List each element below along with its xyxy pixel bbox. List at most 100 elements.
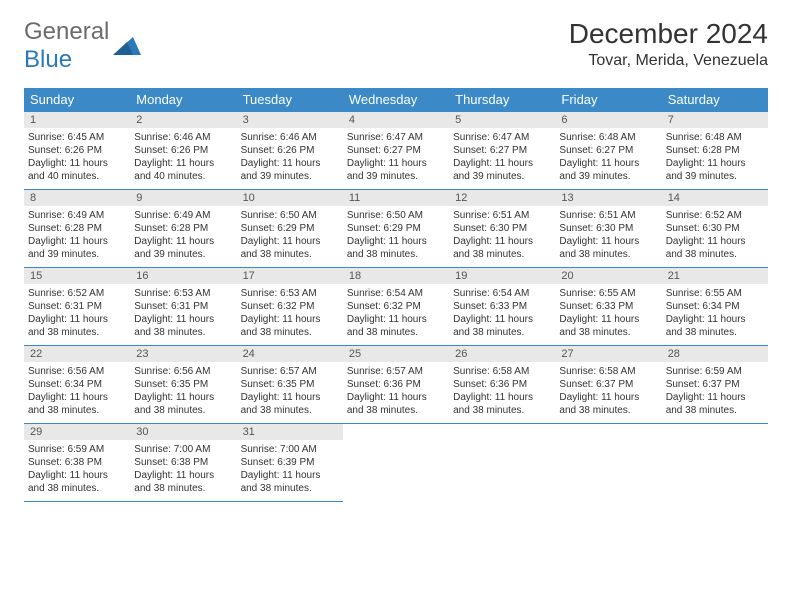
day-number: 10 xyxy=(237,190,343,206)
logo-part2: Blue xyxy=(24,46,72,73)
logo-part1: General xyxy=(24,18,109,45)
calendar-empty-cell xyxy=(662,424,768,502)
day-details: Sunrise: 6:59 AMSunset: 6:37 PMDaylight:… xyxy=(662,362,768,423)
day-number: 30 xyxy=(130,424,236,440)
day-number: 22 xyxy=(24,346,130,362)
day-number: 20 xyxy=(555,268,661,284)
day-details: Sunrise: 6:45 AMSunset: 6:26 PMDaylight:… xyxy=(24,128,130,189)
day-number: 25 xyxy=(343,346,449,362)
day-details: Sunrise: 6:57 AMSunset: 6:35 PMDaylight:… xyxy=(237,362,343,423)
logo-triangle-icon xyxy=(113,37,141,55)
calendar-table: SundayMondayTuesdayWednesdayThursdayFrid… xyxy=(24,88,768,502)
calendar-day-cell: 3Sunrise: 6:46 AMSunset: 6:26 PMDaylight… xyxy=(237,112,343,190)
calendar-empty-cell xyxy=(343,424,449,502)
day-number: 4 xyxy=(343,112,449,128)
day-number: 5 xyxy=(449,112,555,128)
calendar-week-row: 15Sunrise: 6:52 AMSunset: 6:31 PMDayligh… xyxy=(24,268,768,346)
day-header: Tuesday xyxy=(237,88,343,112)
day-number: 2 xyxy=(130,112,236,128)
calendar-day-cell: 30Sunrise: 7:00 AMSunset: 6:38 PMDayligh… xyxy=(130,424,236,502)
day-number: 24 xyxy=(237,346,343,362)
day-details: Sunrise: 6:59 AMSunset: 6:38 PMDaylight:… xyxy=(24,440,130,501)
calendar-week-row: 8Sunrise: 6:49 AMSunset: 6:28 PMDaylight… xyxy=(24,190,768,268)
day-details: Sunrise: 6:58 AMSunset: 6:36 PMDaylight:… xyxy=(449,362,555,423)
calendar-day-cell: 9Sunrise: 6:49 AMSunset: 6:28 PMDaylight… xyxy=(130,190,236,268)
calendar-day-cell: 13Sunrise: 6:51 AMSunset: 6:30 PMDayligh… xyxy=(555,190,661,268)
day-number: 17 xyxy=(237,268,343,284)
day-number: 6 xyxy=(555,112,661,128)
day-details: Sunrise: 6:52 AMSunset: 6:30 PMDaylight:… xyxy=(662,206,768,267)
day-details: Sunrise: 6:50 AMSunset: 6:29 PMDaylight:… xyxy=(237,206,343,267)
day-number: 7 xyxy=(662,112,768,128)
calendar-day-cell: 5Sunrise: 6:47 AMSunset: 6:27 PMDaylight… xyxy=(449,112,555,190)
day-details: Sunrise: 6:47 AMSunset: 6:27 PMDaylight:… xyxy=(449,128,555,189)
logo: General Blue xyxy=(24,18,141,74)
calendar-day-cell: 16Sunrise: 6:53 AMSunset: 6:31 PMDayligh… xyxy=(130,268,236,346)
calendar-day-cell: 21Sunrise: 6:55 AMSunset: 6:34 PMDayligh… xyxy=(662,268,768,346)
day-number: 1 xyxy=(24,112,130,128)
day-details: Sunrise: 6:56 AMSunset: 6:34 PMDaylight:… xyxy=(24,362,130,423)
day-details: Sunrise: 6:58 AMSunset: 6:37 PMDaylight:… xyxy=(555,362,661,423)
day-details: Sunrise: 6:48 AMSunset: 6:27 PMDaylight:… xyxy=(555,128,661,189)
calendar-day-cell: 15Sunrise: 6:52 AMSunset: 6:31 PMDayligh… xyxy=(24,268,130,346)
day-details: Sunrise: 6:54 AMSunset: 6:32 PMDaylight:… xyxy=(343,284,449,345)
calendar-day-cell: 24Sunrise: 6:57 AMSunset: 6:35 PMDayligh… xyxy=(237,346,343,424)
day-details: Sunrise: 6:51 AMSunset: 6:30 PMDaylight:… xyxy=(449,206,555,267)
calendar-day-cell: 29Sunrise: 6:59 AMSunset: 6:38 PMDayligh… xyxy=(24,424,130,502)
day-number: 21 xyxy=(662,268,768,284)
day-details: Sunrise: 6:57 AMSunset: 6:36 PMDaylight:… xyxy=(343,362,449,423)
calendar-day-cell: 7Sunrise: 6:48 AMSunset: 6:28 PMDaylight… xyxy=(662,112,768,190)
day-details: Sunrise: 6:55 AMSunset: 6:34 PMDaylight:… xyxy=(662,284,768,345)
calendar-day-cell: 25Sunrise: 6:57 AMSunset: 6:36 PMDayligh… xyxy=(343,346,449,424)
calendar-day-cell: 10Sunrise: 6:50 AMSunset: 6:29 PMDayligh… xyxy=(237,190,343,268)
calendar-day-cell: 1Sunrise: 6:45 AMSunset: 6:26 PMDaylight… xyxy=(24,112,130,190)
calendar-day-cell: 17Sunrise: 6:53 AMSunset: 6:32 PMDayligh… xyxy=(237,268,343,346)
calendar-week-row: 22Sunrise: 6:56 AMSunset: 6:34 PMDayligh… xyxy=(24,346,768,424)
day-number: 19 xyxy=(449,268,555,284)
day-details: Sunrise: 7:00 AMSunset: 6:39 PMDaylight:… xyxy=(237,440,343,501)
day-number: 31 xyxy=(237,424,343,440)
calendar-head: SundayMondayTuesdayWednesdayThursdayFrid… xyxy=(24,88,768,112)
day-number: 29 xyxy=(24,424,130,440)
calendar-empty-cell xyxy=(555,424,661,502)
calendar-day-cell: 6Sunrise: 6:48 AMSunset: 6:27 PMDaylight… xyxy=(555,112,661,190)
calendar-day-cell: 27Sunrise: 6:58 AMSunset: 6:37 PMDayligh… xyxy=(555,346,661,424)
day-details: Sunrise: 6:48 AMSunset: 6:28 PMDaylight:… xyxy=(662,128,768,189)
calendar-day-cell: 11Sunrise: 6:50 AMSunset: 6:29 PMDayligh… xyxy=(343,190,449,268)
day-header-row: SundayMondayTuesdayWednesdayThursdayFrid… xyxy=(24,88,768,112)
day-number: 11 xyxy=(343,190,449,206)
day-header: Saturday xyxy=(662,88,768,112)
day-details: Sunrise: 6:51 AMSunset: 6:30 PMDaylight:… xyxy=(555,206,661,267)
title-block: December 2024 Tovar, Merida, Venezuela xyxy=(569,18,768,70)
day-details: Sunrise: 6:54 AMSunset: 6:33 PMDaylight:… xyxy=(449,284,555,345)
calendar-day-cell: 12Sunrise: 6:51 AMSunset: 6:30 PMDayligh… xyxy=(449,190,555,268)
calendar-day-cell: 31Sunrise: 7:00 AMSunset: 6:39 PMDayligh… xyxy=(237,424,343,502)
calendar-day-cell: 18Sunrise: 6:54 AMSunset: 6:32 PMDayligh… xyxy=(343,268,449,346)
calendar-day-cell: 22Sunrise: 6:56 AMSunset: 6:34 PMDayligh… xyxy=(24,346,130,424)
calendar-day-cell: 20Sunrise: 6:55 AMSunset: 6:33 PMDayligh… xyxy=(555,268,661,346)
day-number: 16 xyxy=(130,268,236,284)
day-number: 8 xyxy=(24,190,130,206)
day-details: Sunrise: 6:50 AMSunset: 6:29 PMDaylight:… xyxy=(343,206,449,267)
calendar-day-cell: 26Sunrise: 6:58 AMSunset: 6:36 PMDayligh… xyxy=(449,346,555,424)
month-title: December 2024 xyxy=(569,18,768,50)
calendar-day-cell: 28Sunrise: 6:59 AMSunset: 6:37 PMDayligh… xyxy=(662,346,768,424)
logo-text: General Blue xyxy=(24,18,109,74)
day-header: Wednesday xyxy=(343,88,449,112)
calendar-day-cell: 2Sunrise: 6:46 AMSunset: 6:26 PMDaylight… xyxy=(130,112,236,190)
calendar-day-cell: 4Sunrise: 6:47 AMSunset: 6:27 PMDaylight… xyxy=(343,112,449,190)
day-details: Sunrise: 6:46 AMSunset: 6:26 PMDaylight:… xyxy=(130,128,236,189)
day-number: 27 xyxy=(555,346,661,362)
day-details: Sunrise: 6:52 AMSunset: 6:31 PMDaylight:… xyxy=(24,284,130,345)
day-header: Thursday xyxy=(449,88,555,112)
calendar-day-cell: 14Sunrise: 6:52 AMSunset: 6:30 PMDayligh… xyxy=(662,190,768,268)
day-header: Sunday xyxy=(24,88,130,112)
calendar-body: 1Sunrise: 6:45 AMSunset: 6:26 PMDaylight… xyxy=(24,112,768,502)
day-details: Sunrise: 6:49 AMSunset: 6:28 PMDaylight:… xyxy=(130,206,236,267)
day-details: Sunrise: 7:00 AMSunset: 6:38 PMDaylight:… xyxy=(130,440,236,501)
day-number: 14 xyxy=(662,190,768,206)
day-details: Sunrise: 6:47 AMSunset: 6:27 PMDaylight:… xyxy=(343,128,449,189)
day-number: 13 xyxy=(555,190,661,206)
day-details: Sunrise: 6:49 AMSunset: 6:28 PMDaylight:… xyxy=(24,206,130,267)
day-number: 12 xyxy=(449,190,555,206)
